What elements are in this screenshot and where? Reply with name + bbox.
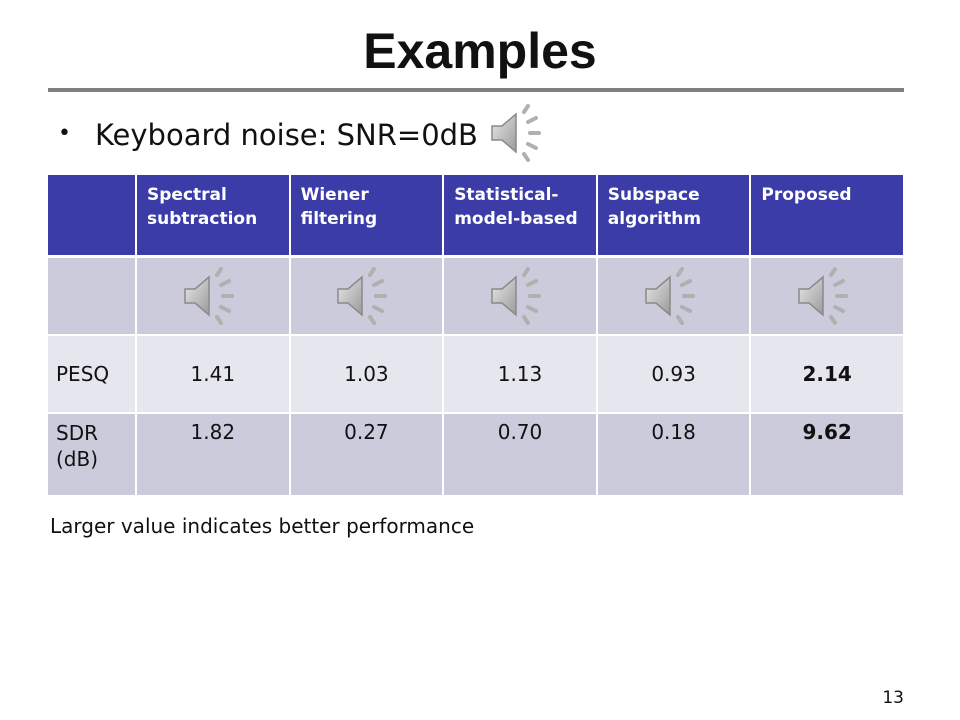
results-table: Spectral subtraction Wiener filtering St… (48, 175, 905, 497)
header-cell: Statistical-model-based (443, 175, 598, 258)
header-cell: Proposed (750, 175, 905, 258)
row-label: SDR (dB) (48, 413, 137, 497)
value-cell: 1.82 (136, 413, 291, 497)
table-row: SDR (dB) 1.82 0.27 0.70 0.18 9.62 (48, 413, 905, 497)
table-row: PESQ 1.41 1.03 1.13 0.93 2.14 (48, 335, 905, 414)
bullet-text: Keyboard noise: SNR=0dB (94, 118, 478, 152)
value-cell: 0.18 (596, 413, 752, 497)
row-label: PESQ (48, 335, 137, 414)
speaker-icon[interactable] (292, 267, 442, 325)
audio-row (48, 256, 905, 336)
footnote: Larger value indicates better performanc… (50, 514, 475, 538)
bullet-dot: • (58, 120, 71, 146)
best-value-cell: 9.62 (750, 413, 905, 497)
audio-cell (750, 256, 905, 336)
audio-cell (136, 256, 291, 336)
table-header-row: Spectral subtraction Wiener filtering St… (48, 175, 905, 258)
audio-cell (289, 256, 445, 336)
header-cell: Spectral subtraction (136, 175, 291, 258)
value-cell: 1.03 (289, 335, 445, 414)
bullet-item: • Keyboard noise: SNR=0dB (58, 118, 478, 152)
audio-cell (443, 256, 598, 336)
slide-title: Examples (363, 23, 597, 79)
header-cell (48, 175, 137, 258)
speaker-icon[interactable] (599, 267, 749, 325)
value-cell: 0.70 (443, 413, 598, 497)
value-cell: 1.13 (443, 335, 598, 414)
page-number: 13 (882, 688, 904, 708)
speaker-icon[interactable] (488, 104, 552, 162)
value-cell: 0.93 (596, 335, 752, 414)
value-cell: 1.41 (136, 335, 291, 414)
title-divider (48, 88, 904, 92)
header-cell: Wiener filtering (289, 175, 445, 258)
audio-cell (596, 256, 752, 336)
speaker-icon[interactable] (752, 267, 902, 325)
speaker-icon[interactable] (445, 267, 595, 325)
best-value-cell: 2.14 (750, 335, 905, 414)
speaker-icon[interactable] (138, 267, 288, 325)
empty-cell (48, 256, 137, 336)
value-cell: 0.27 (289, 413, 445, 497)
header-cell: Subspace algorithm (596, 175, 752, 258)
